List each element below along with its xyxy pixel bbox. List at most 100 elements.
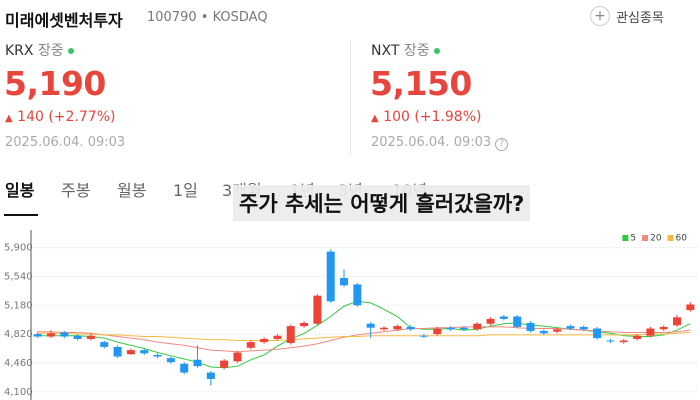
plus-icon: + bbox=[590, 6, 610, 26]
candle-body bbox=[446, 327, 455, 330]
change-value: 140 bbox=[17, 109, 44, 125]
candle-body bbox=[193, 359, 202, 367]
status: 장중 bbox=[403, 43, 430, 59]
candle-body bbox=[353, 284, 362, 306]
live-dot bbox=[433, 48, 440, 54]
candle-body bbox=[313, 295, 322, 324]
tab[interactable]: 월봉 bbox=[117, 181, 147, 200]
candle-body bbox=[513, 316, 522, 327]
live-dot bbox=[67, 48, 74, 54]
candle-body bbox=[166, 358, 175, 363]
legend-label: 5 bbox=[630, 234, 636, 244]
change-value: 100 bbox=[383, 109, 410, 125]
chart: 4,100 4,460 4,820 5,180 5,540 5,900 60 20 5 bbox=[4, 230, 697, 400]
time: 2025.06.04. 09:03 ? bbox=[371, 135, 509, 151]
candle-body bbox=[686, 304, 695, 311]
candle-body bbox=[619, 340, 628, 343]
caption: 주가 추세는 어떻게 흘러갔을까? bbox=[233, 185, 531, 221]
candle-body bbox=[340, 278, 349, 286]
time-text: 2025.06.04. 09:03 bbox=[371, 135, 492, 150]
candle-body bbox=[126, 350, 135, 355]
candle-body bbox=[579, 326, 588, 330]
time: 2025.06.04. 09:03 bbox=[5, 135, 126, 150]
stock-code: 100790 • KOSDAQ bbox=[147, 10, 268, 25]
candle-body bbox=[366, 323, 375, 328]
candle-body bbox=[419, 335, 428, 337]
candle-body bbox=[286, 326, 295, 343]
y-tick-label: 4,460 bbox=[4, 358, 33, 369]
moving-average bbox=[37, 332, 691, 341]
up-icon: ▲ bbox=[5, 113, 13, 124]
candle-body bbox=[153, 354, 162, 357]
candle-body bbox=[473, 323, 482, 330]
change-pct: (+1.98%) bbox=[414, 109, 482, 125]
candle-body bbox=[206, 372, 215, 379]
candle-body bbox=[459, 327, 468, 330]
candle-body bbox=[633, 335, 642, 339]
candle-body bbox=[553, 329, 562, 332]
tab-underline bbox=[4, 214, 38, 216]
y-tick-label: 4,100 bbox=[4, 387, 33, 398]
info-icon: ? bbox=[495, 138, 509, 151]
price: 5,150 bbox=[370, 64, 472, 103]
exchange: NXT 장중 bbox=[371, 40, 440, 60]
candle-body bbox=[326, 251, 335, 302]
y-tick-label: 5,540 bbox=[4, 271, 33, 282]
y-tick-label: 4,820 bbox=[4, 329, 33, 340]
exchange-name: KRX bbox=[5, 43, 34, 59]
divider bbox=[350, 40, 351, 155]
legend-label: 20 bbox=[650, 234, 662, 244]
status: 장중 bbox=[37, 43, 64, 59]
candle-body bbox=[606, 340, 615, 342]
legend-label: 60 bbox=[676, 234, 688, 244]
change: ▲ 100 (+1.98%) bbox=[371, 109, 481, 125]
candle-body bbox=[526, 322, 535, 331]
candle-body bbox=[33, 334, 42, 337]
candle-body bbox=[486, 318, 495, 324]
moving-average bbox=[37, 326, 691, 353]
candle-body bbox=[593, 328, 602, 339]
y-tick-label: 5,180 bbox=[4, 300, 33, 311]
watch-label: 관심종목 bbox=[616, 10, 664, 26]
stock-name: 미래에셋벤처투자 bbox=[5, 11, 123, 30]
candle-body bbox=[46, 333, 55, 337]
candle-body bbox=[73, 335, 82, 339]
legend-swatch bbox=[667, 235, 674, 241]
candle-body bbox=[180, 363, 189, 373]
candle-body bbox=[659, 326, 668, 330]
candle-body bbox=[406, 326, 415, 330]
candle-body bbox=[113, 346, 122, 357]
candle-body bbox=[393, 326, 402, 330]
candle-body bbox=[646, 328, 655, 336]
candle-body bbox=[260, 338, 269, 343]
watch-button[interactable]: + 관심종목 bbox=[590, 6, 664, 26]
candle-body bbox=[233, 352, 242, 362]
tab[interactable]: 1일 bbox=[173, 181, 198, 200]
candle-body bbox=[499, 316, 508, 319]
candle-body bbox=[60, 332, 69, 337]
up-icon: ▲ bbox=[371, 113, 379, 124]
change-pct: (+2.77%) bbox=[48, 109, 116, 125]
candle-body bbox=[220, 360, 229, 368]
exchange: KRX 장중 bbox=[5, 40, 74, 60]
candle-body bbox=[140, 350, 149, 354]
candle-body bbox=[300, 322, 309, 327]
candle-body bbox=[273, 335, 282, 339]
candle-body bbox=[433, 328, 442, 335]
legend-swatch bbox=[642, 235, 649, 241]
candle-body bbox=[379, 327, 388, 330]
exchange-name: NXT bbox=[371, 43, 400, 59]
market: KOSDAQ bbox=[212, 10, 268, 25]
candle-body bbox=[539, 330, 548, 334]
y-tick-label: 5,900 bbox=[4, 243, 33, 254]
candle-body bbox=[673, 317, 682, 326]
code: 100790 bbox=[147, 10, 197, 25]
candle-body bbox=[100, 342, 109, 347]
change: ▲ 140 (+2.77%) bbox=[5, 109, 115, 125]
tab[interactable]: 주봉 bbox=[61, 181, 91, 200]
candle-body bbox=[86, 335, 95, 339]
tab[interactable]: 일봉 bbox=[5, 181, 35, 200]
candle-body bbox=[566, 326, 575, 329]
legend-swatch bbox=[622, 235, 629, 241]
